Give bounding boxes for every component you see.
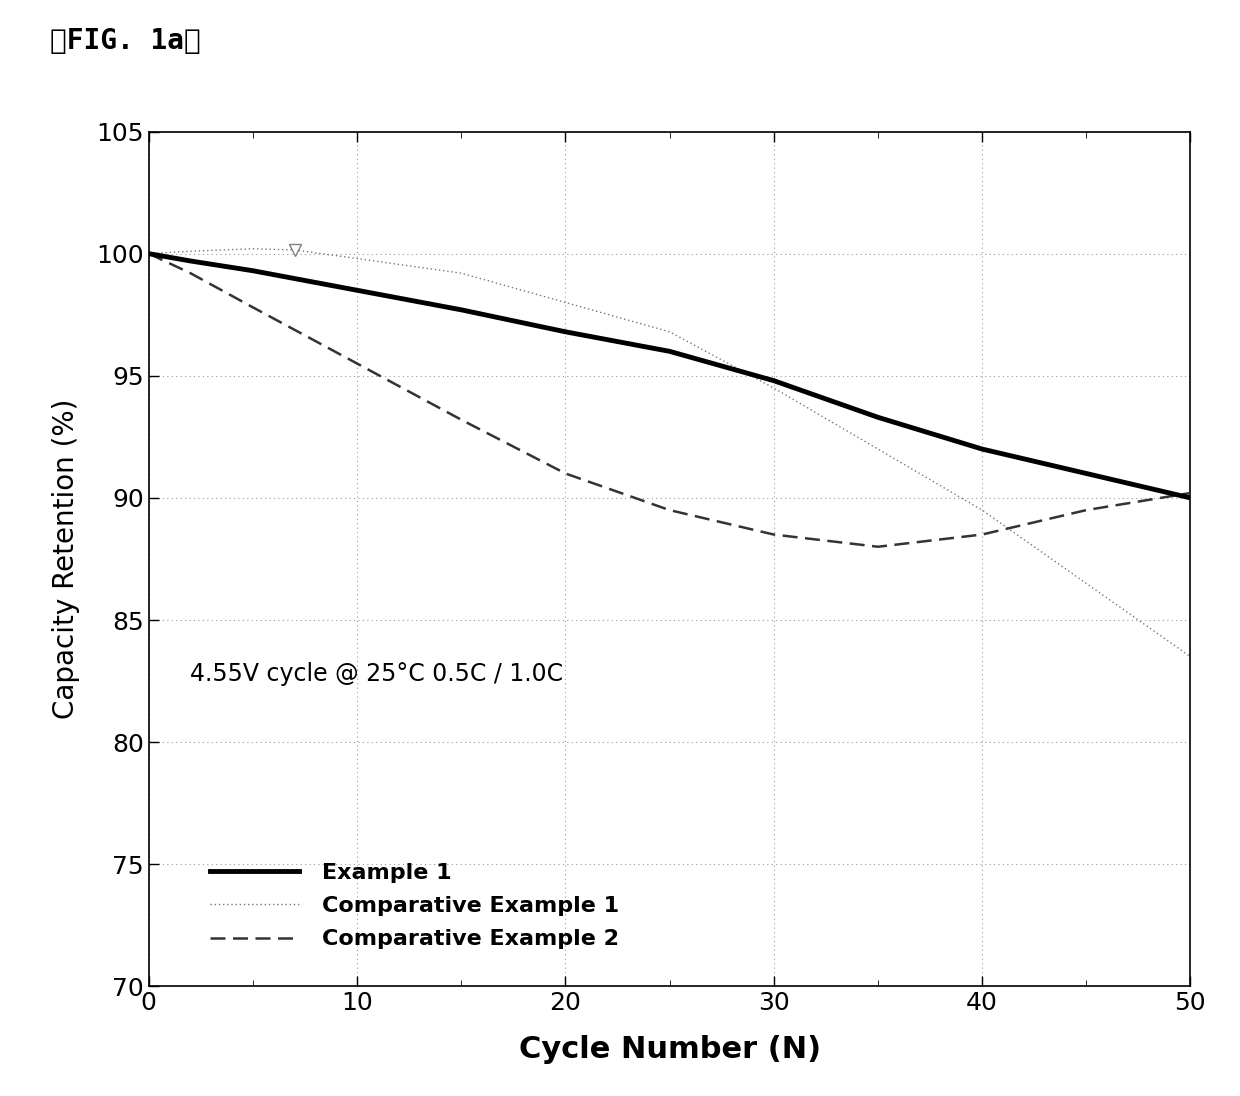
Text: 4.55V cycle @ 25°C 0.5C / 1.0C: 4.55V cycle @ 25°C 0.5C / 1.0C [191,662,564,685]
X-axis label: Cycle Number (N): Cycle Number (N) [518,1035,821,1064]
Text: 【FIG. 1a】: 【FIG. 1a】 [50,27,201,56]
Y-axis label: Capacity Retention (%): Capacity Retention (%) [52,399,79,719]
Legend: Example 1, Comparative Example 1, Comparative Example 2: Example 1, Comparative Example 1, Compar… [202,854,627,958]
